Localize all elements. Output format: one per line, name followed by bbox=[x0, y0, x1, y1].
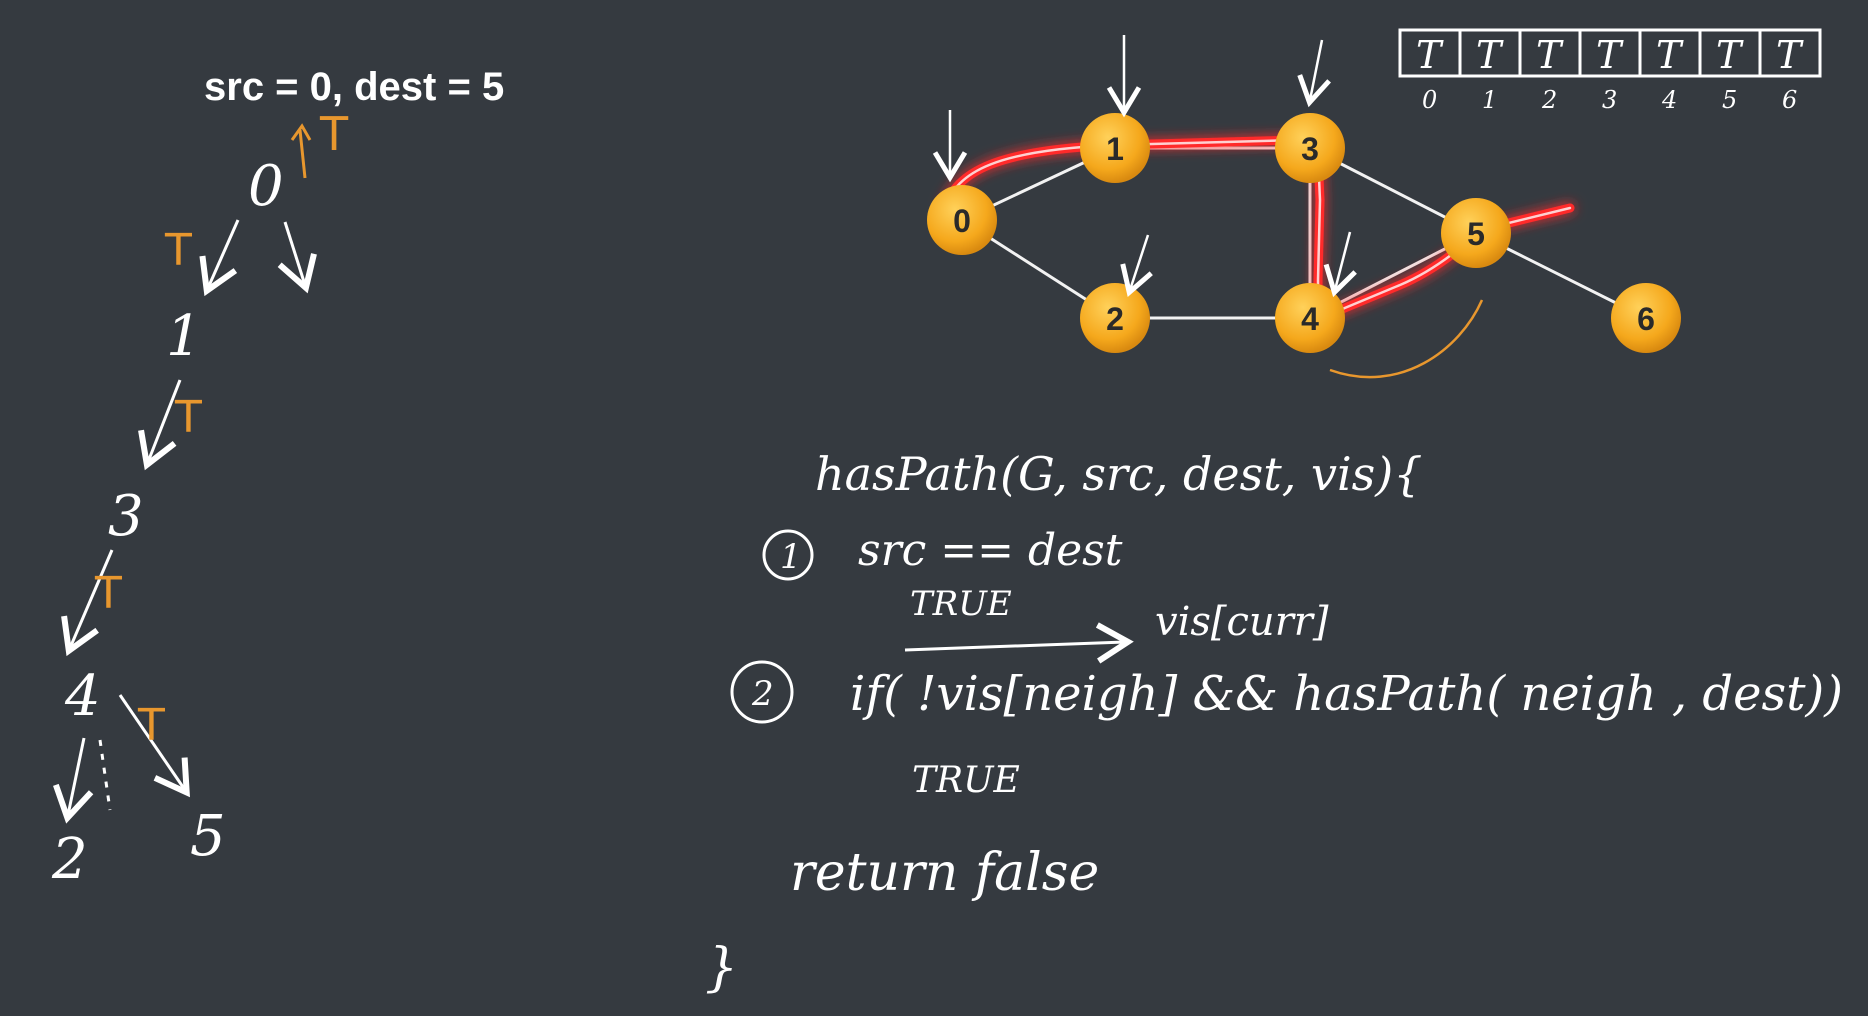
visit-arrows bbox=[932, 35, 1484, 379]
visited-cell-index: 3 bbox=[1602, 86, 1617, 114]
visited-cell-value: T bbox=[1536, 33, 1564, 77]
graph-node bbox=[927, 185, 997, 255]
tree-root: 0 bbox=[248, 154, 284, 219]
tree-edge bbox=[199, 219, 240, 297]
step1-result: vis[curr] bbox=[1155, 599, 1329, 645]
tree-edge bbox=[277, 221, 317, 294]
visited-cell-index: 5 bbox=[1722, 86, 1737, 114]
visited-cell bbox=[1758, 28, 1822, 78]
step1-condition: src == dest bbox=[858, 525, 1123, 576]
heading: src = 0, dest = 5 bbox=[204, 65, 504, 109]
tree-edge-mark: T bbox=[174, 392, 202, 443]
visited-cell-value: T bbox=[1716, 33, 1744, 77]
tree-node: 2 bbox=[51, 827, 88, 892]
tree-edge bbox=[118, 694, 190, 798]
step2-note: TRUE bbox=[912, 760, 1020, 801]
graph-node-label: 4 bbox=[1301, 301, 1319, 337]
step1-number: 1 bbox=[780, 537, 802, 577]
tree-edge bbox=[53, 737, 94, 824]
tree-node: 3 bbox=[108, 484, 144, 549]
graph-node bbox=[1611, 283, 1681, 353]
step1-circle bbox=[762, 529, 814, 581]
visited-array: T 0 T 1 T 2 T 3 T 4 T 5 T 6 bbox=[1398, 28, 1822, 114]
graph-node bbox=[1441, 198, 1511, 268]
graph-node-label: 0 bbox=[953, 203, 971, 239]
step2-condition: if( !vis[neigh] && hasPath( neigh , dest… bbox=[850, 666, 1843, 722]
step2-circle bbox=[730, 660, 794, 724]
visited-cell-value: T bbox=[1656, 33, 1684, 77]
step1-note: TRUE bbox=[910, 584, 1012, 624]
closing-brace: } bbox=[705, 938, 738, 998]
visited-cell-index: 4 bbox=[1661, 86, 1677, 114]
code-signature: hasPath(G, src, dest, vis){ bbox=[815, 447, 1423, 501]
tree-node: 1 bbox=[166, 304, 202, 369]
visited-cell-value: T bbox=[1416, 33, 1444, 77]
code-block: hasPath(G, src, dest, vis){ 1 src == des… bbox=[705, 447, 1843, 998]
graph-node-label: 5 bbox=[1467, 216, 1485, 252]
graph-node bbox=[1275, 283, 1345, 353]
graph-node-label: 3 bbox=[1301, 131, 1319, 167]
visited-cell-index: 6 bbox=[1782, 86, 1797, 114]
graph-node-label: 6 bbox=[1637, 301, 1655, 337]
dfs-path-core bbox=[943, 138, 1572, 315]
tree-edge-mark: T bbox=[164, 225, 192, 276]
tree-edge-mark: T bbox=[137, 700, 165, 751]
graph-node-label: 1 bbox=[1106, 131, 1124, 167]
tree-node: 4 bbox=[64, 664, 101, 729]
tree-root-mark: T bbox=[319, 107, 349, 161]
graph-node bbox=[1080, 283, 1150, 353]
step2-number: 2 bbox=[751, 674, 774, 714]
graph-node-label: 2 bbox=[1106, 301, 1124, 337]
graph-node bbox=[1275, 113, 1345, 183]
visited-cell-index: 2 bbox=[1541, 86, 1557, 114]
visited-cell-index: 0 bbox=[1422, 86, 1437, 114]
tree-edge bbox=[61, 549, 114, 657]
tree-edge bbox=[138, 379, 182, 471]
orange-arrow bbox=[290, 123, 312, 179]
visited-cell-index: 1 bbox=[1482, 86, 1497, 114]
tree-node: 5 bbox=[190, 804, 226, 869]
visited-cell-value: T bbox=[1476, 33, 1504, 77]
step1-arrow bbox=[904, 622, 1134, 664]
graph-nodes: 0 1 2 3 4 5 6 bbox=[927, 113, 1681, 353]
tree-edge-mark: T bbox=[94, 568, 122, 619]
visited-cell-value: T bbox=[1776, 33, 1804, 77]
return-line: return false bbox=[790, 843, 1099, 903]
tree-edge bbox=[98, 739, 112, 811]
visited-cell-value: T bbox=[1596, 33, 1624, 77]
recursion-tree bbox=[53, 123, 317, 824]
graph-node bbox=[1080, 113, 1150, 183]
